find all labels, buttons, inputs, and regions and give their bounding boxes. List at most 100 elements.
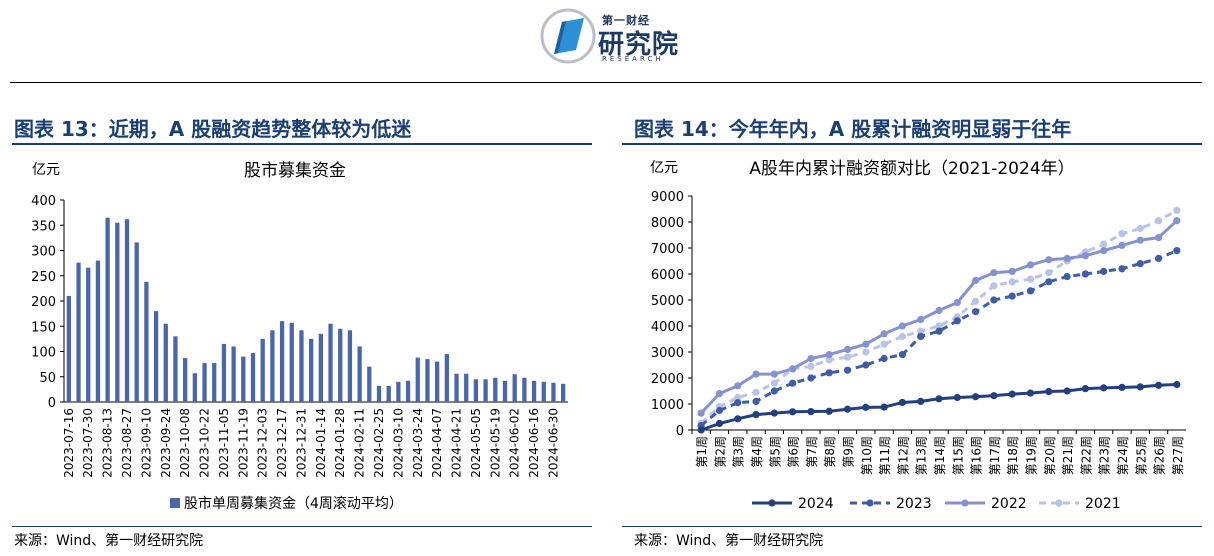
series-point-2022 bbox=[789, 365, 797, 373]
logo-top-text: 第一财经 bbox=[602, 14, 650, 27]
series-point-2021 bbox=[734, 393, 742, 402]
line-y-tick-label: 3000 bbox=[651, 346, 684, 361]
bar-x-tick-label: 2024-03-10 bbox=[391, 408, 405, 478]
bar bbox=[173, 336, 178, 402]
bar-x-tick-label: 2024-02-25 bbox=[372, 408, 386, 478]
series-point-2022 bbox=[697, 409, 705, 417]
series-point-2022 bbox=[734, 382, 742, 390]
bar-x-tick-label: 2024-03-24 bbox=[411, 408, 425, 478]
bar-x-tick-label: 2023-12-31 bbox=[294, 408, 308, 478]
series-point-2024 bbox=[734, 415, 742, 423]
bar bbox=[192, 373, 197, 402]
series-point-2024 bbox=[1026, 389, 1035, 397]
series-point-2023 bbox=[789, 379, 797, 387]
series-point-2024 bbox=[990, 392, 998, 400]
bar bbox=[415, 357, 420, 402]
series-point-2024 bbox=[1136, 383, 1144, 391]
bar bbox=[66, 295, 71, 402]
bar bbox=[425, 359, 430, 402]
series-point-2022 bbox=[880, 330, 888, 338]
bar bbox=[163, 323, 168, 402]
bar-legend-label: 股市单周募集资金（4周滚动平均） bbox=[184, 495, 403, 512]
bar bbox=[202, 363, 207, 402]
bar bbox=[115, 222, 120, 402]
bar bbox=[541, 381, 546, 402]
line-x-tick-label: 第23周 bbox=[1098, 436, 1112, 475]
line-y-tick-label: 4000 bbox=[651, 320, 684, 335]
series-point-2024 bbox=[1154, 381, 1163, 389]
bar-x-tick-label: 2023-09-10 bbox=[139, 408, 153, 478]
legend-label-2024: 2024 bbox=[798, 496, 834, 512]
series-point-2024 bbox=[770, 409, 778, 417]
series-point-2021 bbox=[1045, 269, 1053, 277]
bar-chart: 亿元 股市募集资金 0 50 100 150 200 250 300 350 400 2023-… bbox=[31, 161, 568, 512]
series-point-2022 bbox=[971, 276, 980, 285]
series-point-2022 bbox=[1136, 236, 1144, 244]
series-point-2021 bbox=[917, 327, 925, 335]
bar bbox=[522, 377, 527, 402]
series-point-2021 bbox=[1100, 240, 1108, 248]
series-2022 bbox=[697, 217, 1181, 417]
series-2023 bbox=[697, 247, 1181, 430]
series-point-2024 bbox=[807, 407, 815, 416]
series-point-2023 bbox=[1045, 278, 1053, 286]
bar bbox=[347, 330, 353, 402]
series-point-2022 bbox=[1045, 256, 1053, 264]
series-point-2021 bbox=[935, 322, 943, 330]
series-point-2024 bbox=[1063, 387, 1071, 395]
bar bbox=[405, 380, 411, 402]
bar bbox=[153, 311, 159, 402]
series-point-2022 bbox=[807, 354, 815, 363]
line-chart-title: A股年内累计融资额对比（2021-2024年） bbox=[749, 159, 1074, 179]
line-x-tick-label: 第10周 bbox=[860, 436, 874, 475]
bar-y-tick-label: 300 bbox=[31, 245, 56, 260]
line-x-tick-label: 第18周 bbox=[1006, 436, 1020, 475]
line-x-tick-label: 第9周 bbox=[842, 436, 856, 468]
series-point-2022 bbox=[990, 269, 998, 277]
series-point-2023 bbox=[1026, 287, 1035, 295]
bar bbox=[318, 333, 323, 402]
bar bbox=[144, 281, 149, 402]
series-point-2022 bbox=[1154, 234, 1163, 242]
series-point-2021 bbox=[1136, 224, 1144, 233]
bar-x-tick-label: 2024-06-30 bbox=[546, 408, 560, 478]
bar-x-tick-label: 2024-01-14 bbox=[314, 408, 328, 478]
series-point-2023 bbox=[807, 374, 815, 382]
bar bbox=[241, 356, 246, 402]
series-point-2022 bbox=[1173, 217, 1181, 225]
series-point-2024 bbox=[697, 426, 705, 434]
bar-x-tick-label: 2023-07-16 bbox=[62, 408, 76, 478]
left-bottom-rule bbox=[12, 526, 592, 527]
bar-x-tick-label: 2023-11-19 bbox=[236, 408, 250, 478]
bar bbox=[221, 343, 227, 402]
series-point-2023 bbox=[1081, 270, 1089, 278]
bar-y-tick-label: 100 bbox=[31, 346, 56, 361]
left-title-rule bbox=[12, 143, 592, 145]
bar bbox=[376, 385, 382, 402]
series-point-2024 bbox=[953, 393, 961, 402]
series-point-2022 bbox=[917, 315, 925, 324]
line-x-tick-label: 第11周 bbox=[878, 436, 892, 475]
bar bbox=[76, 262, 81, 402]
bar-x-tick-label: 2024-01-28 bbox=[333, 408, 347, 478]
series-point-2021 bbox=[807, 362, 815, 370]
series-point-2021 bbox=[862, 348, 870, 356]
line-y-tick-label: 2000 bbox=[651, 372, 684, 387]
bar bbox=[338, 328, 343, 402]
bar-x-tick-label: 2023-09-24 bbox=[159, 408, 173, 478]
series-point-2021 bbox=[825, 356, 833, 364]
series-point-2023 bbox=[1173, 247, 1181, 255]
bar bbox=[435, 361, 440, 402]
series-point-2022 bbox=[1118, 241, 1126, 249]
line-x-tick-label: 第1周 bbox=[695, 436, 709, 468]
line-x-tick-label: 第21周 bbox=[1061, 436, 1075, 475]
bar bbox=[386, 385, 391, 402]
series-point-2024 bbox=[1118, 383, 1126, 391]
logo-mark-icon bbox=[540, 8, 596, 64]
bar-x-tick-label: 2023-08-13 bbox=[101, 408, 115, 478]
left-panel-title: 图表 13：近期，A 股融资趋势整体较为低迷 bbox=[14, 117, 412, 141]
series-point-2022 bbox=[1008, 267, 1016, 275]
line-x-tick-label: 第3周 bbox=[732, 436, 746, 468]
series-point-2021 bbox=[770, 379, 778, 387]
series-point-2022 bbox=[898, 322, 907, 330]
